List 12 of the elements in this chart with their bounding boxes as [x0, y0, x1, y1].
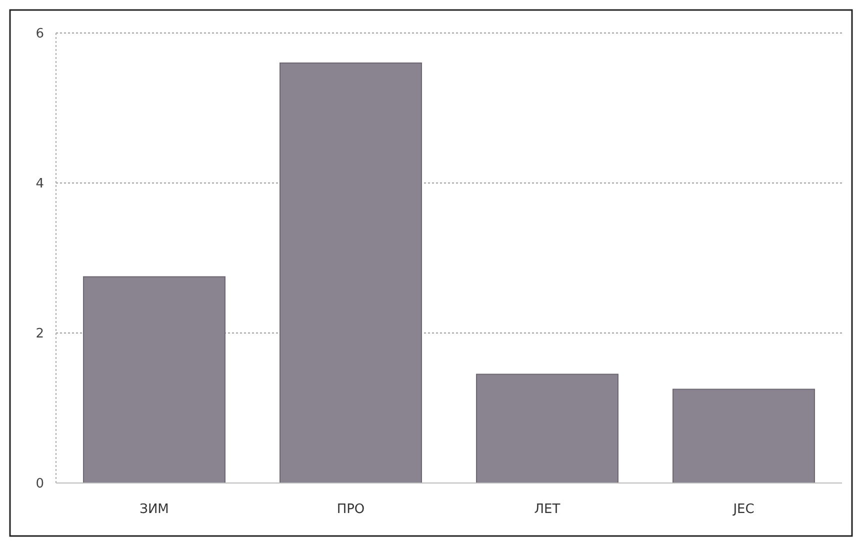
bar: [83, 276, 226, 484]
y-tick-label: 6: [36, 26, 44, 42]
x-tick-label: ПРО: [336, 502, 365, 517]
x-tick-label: ЈЕС: [732, 502, 754, 517]
bar: [672, 388, 815, 484]
bar: [280, 62, 422, 484]
y-tick-label: 4: [36, 176, 44, 192]
x-tick-label: ЗИМ: [140, 502, 169, 517]
bar: [476, 374, 618, 484]
y-tick-label: 2: [36, 326, 44, 342]
y-tick-label: 0: [36, 476, 44, 492]
x-tick-label: ЛЕТ: [534, 502, 560, 517]
